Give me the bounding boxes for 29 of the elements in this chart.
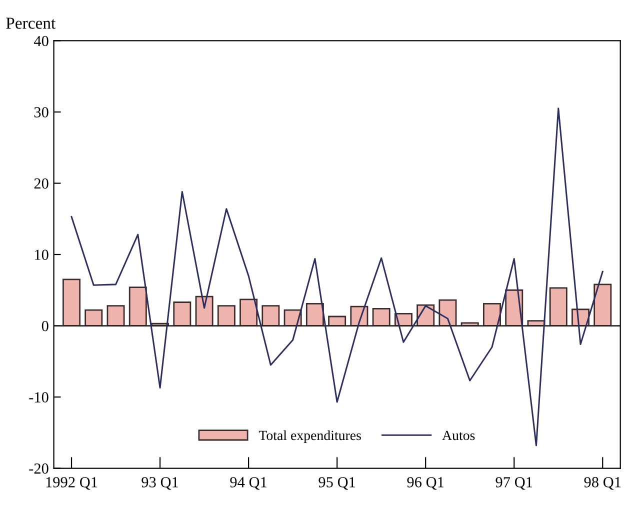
- legend-label: Total expenditures: [258, 430, 361, 443]
- x-tick-label: 98 Q1: [584, 477, 621, 490]
- bar: [106, 305, 125, 326]
- x-tick-label: 93 Q1: [142, 477, 178, 490]
- bar: [62, 278, 81, 326]
- y-tick-label: 30: [34, 107, 48, 118]
- y-tick-label: 0: [42, 320, 48, 332]
- x-tick-label: 1992 Q1: [46, 477, 98, 490]
- bar: [128, 286, 147, 326]
- y-tick-label: 20: [34, 178, 48, 189]
- bar: [262, 305, 280, 326]
- bar: [372, 308, 390, 326]
- x-tick-label: 97 Q1: [496, 477, 532, 490]
- x-tick-label: 94 Q1: [230, 477, 267, 490]
- y-tick-label: -10: [29, 392, 48, 402]
- legend-label: Autos: [442, 430, 475, 440]
- y-tick-label: -20: [29, 463, 48, 474]
- y-axis-title: Percent: [6, 18, 56, 29]
- bar: [240, 298, 258, 326]
- bar: [549, 287, 568, 326]
- bar: [84, 309, 103, 326]
- x-tick-label: 96 Q1: [407, 477, 444, 490]
- bar: [594, 284, 612, 326]
- x-tick-label: 95 Q1: [318, 477, 356, 490]
- y-tick-label: 40: [34, 36, 48, 46]
- line-series: [70, 108, 604, 446]
- y-tick-label: 10: [35, 250, 48, 260]
- bar: [173, 302, 192, 326]
- bar: [217, 305, 236, 326]
